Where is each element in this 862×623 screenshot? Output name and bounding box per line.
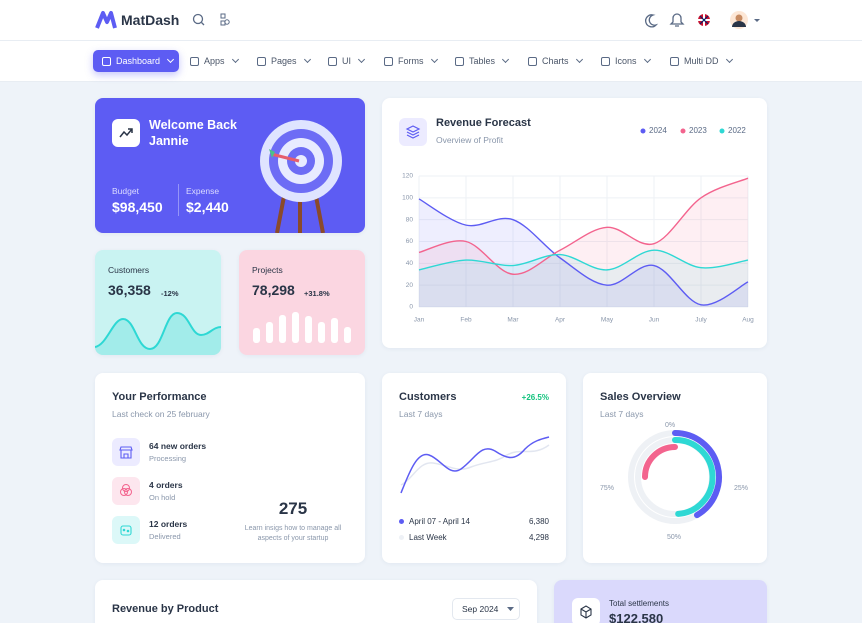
- performance-subtitle: Last check on 25 february: [112, 409, 210, 419]
- divider: [178, 184, 179, 216]
- customers-card: Customers 36,358 -12%: [95, 250, 221, 355]
- customers-change: -12%: [161, 289, 179, 298]
- revenue-product-title: Revenue by Product: [112, 603, 219, 615]
- period-select[interactable]: Sep 2024: [452, 598, 520, 620]
- projects-value: 78,298: [252, 282, 295, 298]
- customers-change: +26.5%: [521, 393, 549, 402]
- welcome-name: Jannie: [149, 134, 189, 148]
- row-value: 4,298: [528, 533, 549, 542]
- expense-value: $2,440: [186, 199, 229, 215]
- legend-dot: [399, 535, 404, 540]
- customers-label: Customers: [108, 265, 150, 275]
- nav-label: Dashboard: [116, 56, 161, 66]
- sales-rings: [628, 430, 722, 524]
- customers-wave: [95, 311, 221, 355]
- legend-dot: [399, 519, 404, 524]
- forecast-subtitle: Overview of Profit: [436, 135, 504, 145]
- customers-lines: [400, 436, 550, 494]
- nav-item[interactable]: Apps: [190, 51, 239, 71]
- performance-title: Your Performance: [112, 391, 207, 403]
- performance-card: Your Performance Last check on 25 februa…: [95, 373, 365, 563]
- performance-gauge: [245, 441, 341, 496]
- brand[interactable]: MatDash: [121, 12, 180, 28]
- projects-card: Projects 78,298 +31.8%: [239, 250, 365, 355]
- nav-item[interactable]: Charts: [528, 51, 583, 71]
- sales-title: Sales Overview: [600, 391, 681, 403]
- nav-item[interactable]: Multi DD: [670, 51, 733, 71]
- performance-value: 275: [278, 499, 308, 518]
- header-actions[interactable]: [643, 11, 763, 31]
- item-icon: [112, 438, 140, 466]
- welcome-card: Welcome Back Jannie Budget $98,450 Expen…: [95, 98, 365, 233]
- item-status: On hold: [149, 493, 176, 502]
- nav-item[interactable]: UI: [328, 51, 366, 71]
- welcome-icon: [112, 119, 140, 147]
- target-illustration: [260, 120, 342, 233]
- settlements-label: Total settlements: [609, 599, 670, 608]
- settlements-value: $122,580: [609, 611, 664, 623]
- customers-value: 36,358: [108, 282, 151, 298]
- top-bar: [0, 0, 862, 41]
- header-icons[interactable]: [192, 13, 232, 27]
- nav-item[interactable]: Icons: [601, 51, 651, 71]
- nav-item[interactable]: Forms: [384, 51, 438, 71]
- nav-label: Tables: [469, 56, 496, 66]
- row-value: 6,380: [528, 517, 549, 526]
- projects-label: Projects: [252, 265, 283, 275]
- projects-bars: [253, 312, 351, 343]
- ring-label: 50%: [667, 534, 682, 541]
- row-label: Last Week: [409, 533, 447, 542]
- ring-label: 25%: [734, 485, 749, 492]
- nav-label: Apps: [204, 56, 225, 66]
- welcome-title: Welcome Back: [149, 118, 238, 132]
- settlements-icon: [572, 598, 600, 623]
- budget-label: Budget: [112, 186, 139, 196]
- expense-label: Expense: [186, 186, 220, 196]
- customers-subtitle: Last 7 days: [399, 409, 443, 419]
- sales-card: Sales Overview Last 7 days 0% 25% 50% 75…: [583, 373, 767, 563]
- customers-title: Customers: [399, 391, 457, 403]
- item-status: Delivered: [149, 532, 181, 541]
- budget-value: $98,450: [112, 199, 163, 215]
- customers-weekly-card: Customers +26.5% Last 7 days April 07 - …: [382, 373, 566, 563]
- ring-label: 75%: [600, 485, 615, 492]
- revenue-forecast-card: Revenue Forecast Overview of Profit: [382, 98, 767, 348]
- forecast-title: Revenue Forecast: [436, 117, 531, 129]
- forecast-icon: [399, 118, 427, 146]
- nav-item[interactable]: Pages: [257, 51, 311, 71]
- item-title: 64 new orders: [149, 441, 207, 451]
- revenue-product-card: Revenue by Product Sep 2024: [95, 580, 537, 623]
- item-status: Processing: [149, 454, 187, 463]
- settlements-card: Total settlements $122,580: [554, 580, 767, 623]
- nav-label: Icons: [615, 56, 637, 66]
- nav-item[interactable]: Dashboard: [93, 50, 179, 72]
- nav-label: Charts: [542, 56, 569, 66]
- nav-label: Forms: [398, 56, 424, 66]
- row-label: April 07 - April 14: [409, 517, 470, 526]
- nav-label: UI: [342, 56, 351, 66]
- nav-label: Pages: [271, 56, 297, 66]
- item-icon: [112, 516, 140, 544]
- sales-subtitle: Last 7 days: [600, 409, 644, 419]
- nav-label: Multi DD: [684, 56, 719, 66]
- projects-change: +31.8%: [304, 289, 330, 298]
- caret: [507, 607, 515, 611]
- nav-item[interactable]: Tables: [455, 51, 510, 71]
- logo: [95, 11, 117, 29]
- period-label: Sep 2024: [462, 604, 499, 614]
- item-title: 4 orders: [149, 480, 183, 490]
- item-icon: [112, 477, 140, 505]
- item-title: 12 orders: [149, 519, 188, 529]
- ring-label: 0%: [665, 422, 676, 429]
- performance-note: Learn insigs how to manage all aspects o…: [244, 525, 342, 542]
